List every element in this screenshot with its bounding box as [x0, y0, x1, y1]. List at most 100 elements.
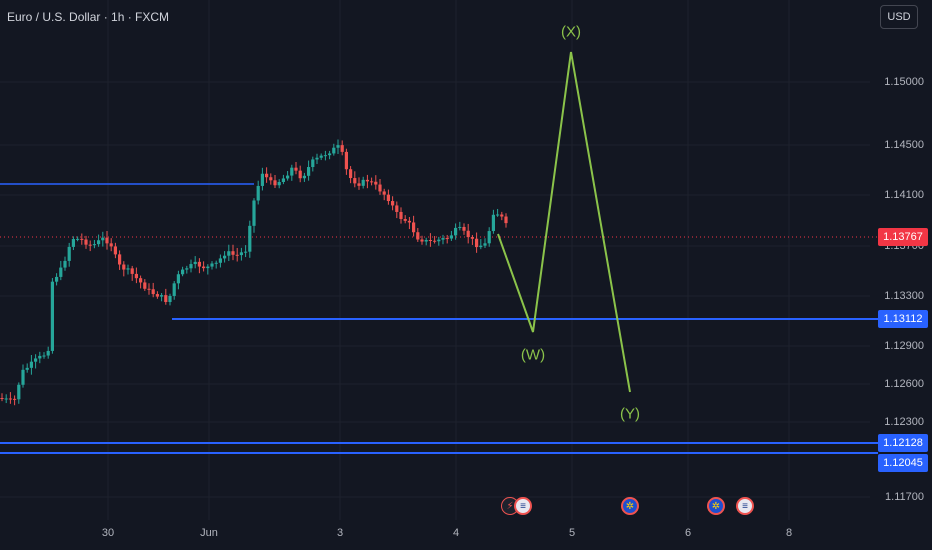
candle-body: [344, 151, 348, 170]
candle-body: [8, 398, 12, 400]
level-price-badge: 1.12128: [878, 434, 928, 452]
price-tick: 1.15000: [884, 76, 924, 88]
candle-body: [130, 268, 134, 274]
candle-body: [399, 211, 403, 220]
eu-flag-icon[interactable]: ✲: [621, 497, 639, 515]
candle-body: [80, 238, 84, 240]
candle-body: [483, 243, 487, 246]
candle-body: [231, 251, 235, 255]
candle-body: [269, 177, 273, 181]
candle-body: [416, 232, 420, 240]
candle-body: [420, 239, 424, 242]
candle-body: [365, 179, 369, 182]
candle-body: [290, 167, 294, 176]
candle-body: [34, 358, 38, 362]
candle-body: [458, 226, 462, 228]
candle-body: [59, 267, 63, 277]
time-tick: 5: [568, 527, 576, 539]
candle-body: [113, 246, 117, 255]
candle-body: [38, 355, 42, 359]
currency-button[interactable]: USD: [880, 5, 918, 29]
candle-body: [462, 226, 466, 231]
candle-body: [193, 261, 197, 265]
eu-flag-icon[interactable]: ✲: [707, 497, 725, 515]
candle-body: [378, 184, 382, 192]
candle-body: [210, 263, 214, 267]
candle-body: [286, 175, 290, 179]
candle-body: [71, 239, 75, 247]
candle-body: [105, 237, 109, 244]
candle-body: [256, 185, 260, 201]
candle-body: [172, 283, 176, 296]
candle-body: [428, 239, 432, 241]
candle-body: [168, 295, 172, 303]
candle-body: [46, 350, 50, 356]
candle-body: [189, 264, 193, 269]
time-tick: 4: [452, 527, 460, 539]
candle-body: [277, 182, 281, 186]
candle-body: [382, 191, 386, 195]
us-flag-icon[interactable]: ≡: [736, 497, 754, 515]
candle-body: [311, 159, 315, 168]
candle-body: [181, 269, 185, 275]
candle-body: [294, 167, 298, 171]
candle-body: [214, 262, 218, 264]
candle-body: [424, 239, 428, 242]
candle-body: [449, 235, 453, 239]
candle-body: [218, 258, 222, 263]
candle-body: [134, 273, 138, 279]
candle-body: [298, 170, 302, 179]
wave-label-y: (Y): [620, 405, 640, 423]
candle-body: [374, 181, 378, 185]
candle-body: [118, 254, 122, 265]
candle-body: [470, 237, 474, 239]
candle-body: [437, 239, 441, 242]
candle-body: [281, 178, 285, 183]
candle-body: [315, 157, 319, 160]
candle-body: [151, 289, 155, 295]
candle-body: [407, 220, 411, 223]
candle-body: [239, 252, 243, 256]
price-tick: 1.13300: [884, 290, 924, 302]
candle-body: [197, 261, 201, 267]
candle-body: [202, 266, 206, 269]
candle-body: [441, 238, 445, 240]
candle-body: [109, 243, 113, 247]
candle-body: [319, 155, 323, 158]
symbol-title: Euro / U.S. Dollar · 1h · FXCM: [7, 10, 170, 24]
candle-body: [4, 398, 8, 400]
candle-body: [491, 214, 495, 232]
price-tick: 1.14500: [884, 139, 924, 151]
candle-body: [260, 173, 264, 186]
candle-body: [323, 155, 327, 157]
us-flag-icon[interactable]: ≡: [514, 497, 532, 515]
candle-body: [445, 238, 449, 240]
candle-body: [386, 194, 390, 202]
wave-label-x: (X): [561, 23, 581, 41]
candle-body: [42, 355, 46, 357]
candle-body: [50, 281, 54, 351]
candle-body: [88, 244, 92, 246]
candle-body: [504, 216, 508, 224]
candle-body: [84, 239, 88, 245]
time-tick: 6: [684, 527, 692, 539]
time-tick: 30: [101, 527, 115, 539]
candle-body: [403, 219, 407, 221]
candle-body: [101, 237, 105, 241]
candle-body: [160, 295, 164, 297]
time-tick: 3: [336, 527, 344, 539]
candle-body: [25, 367, 29, 370]
candle-body: [244, 251, 248, 253]
candle-body: [361, 179, 365, 186]
time-tick: Jun: [200, 527, 218, 539]
candle-body: [454, 227, 458, 236]
candle-body: [391, 201, 395, 206]
wave-projection-line: [497, 51, 631, 393]
candle-body: [21, 369, 25, 385]
candle-body: [206, 266, 210, 269]
candle-body: [0, 398, 4, 399]
candle-body: [147, 288, 151, 290]
candle-body: [67, 246, 71, 261]
